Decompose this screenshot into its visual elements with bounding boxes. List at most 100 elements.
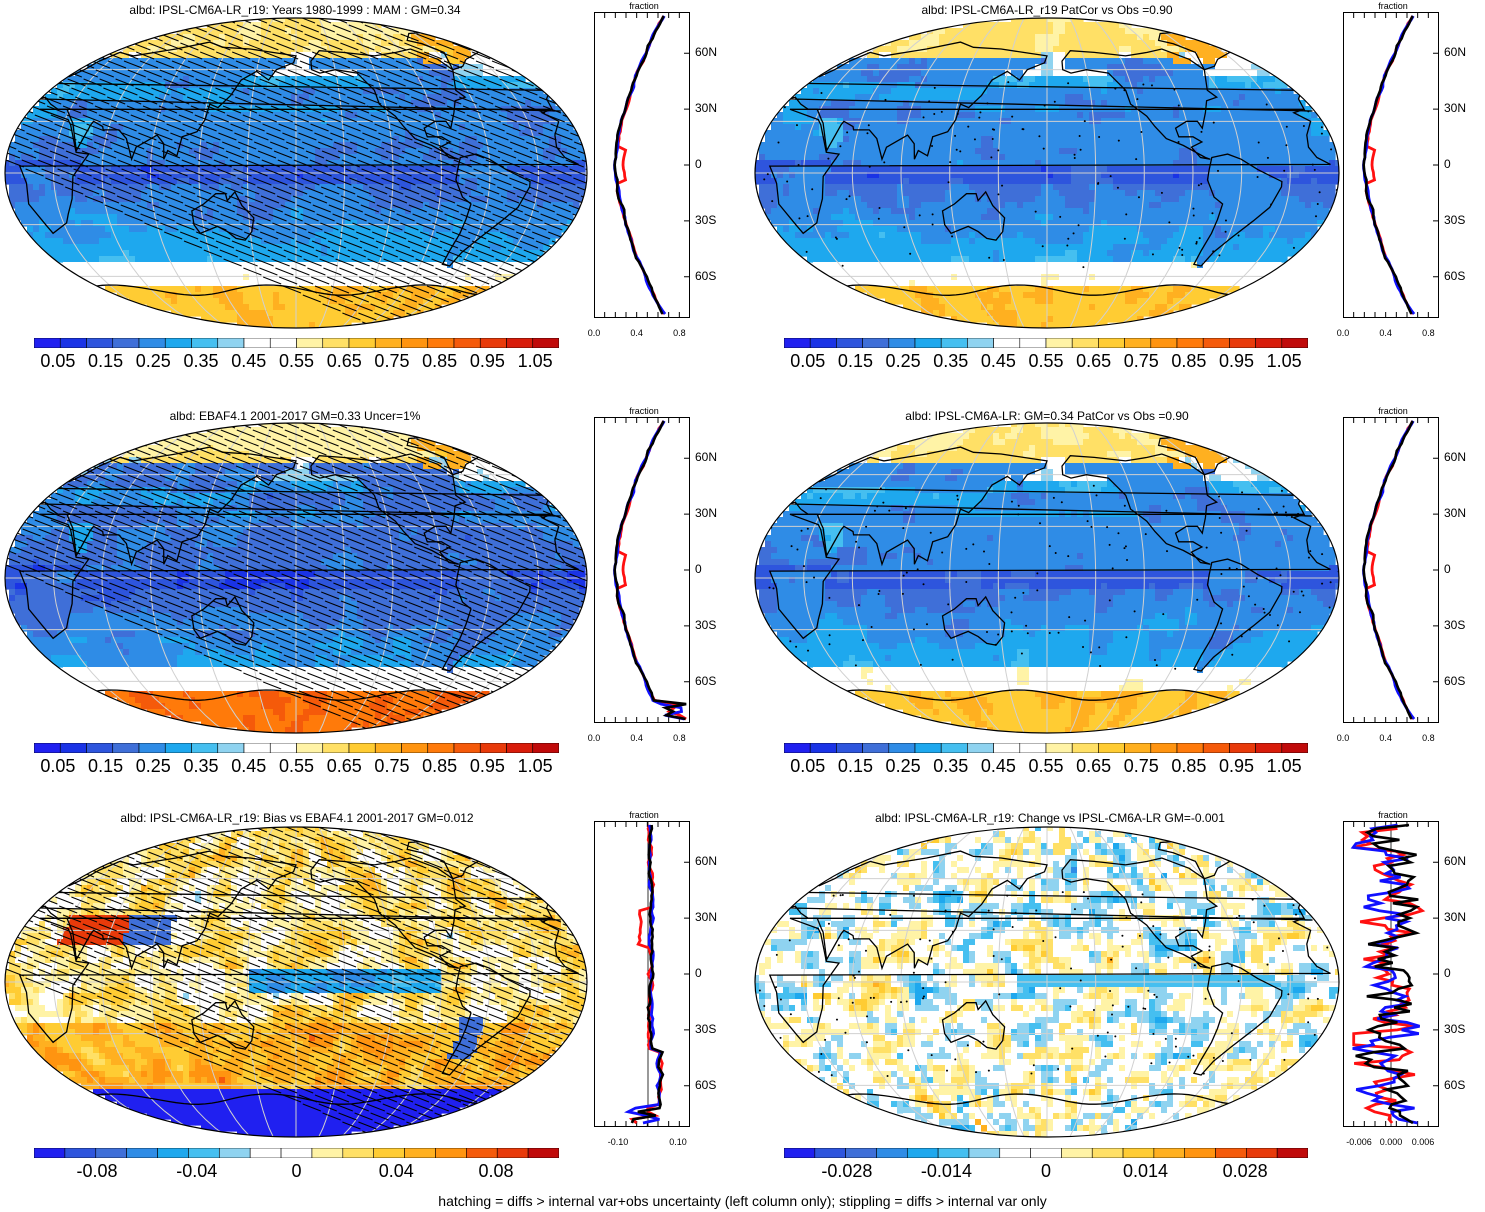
latitude-tick-label: 60S <box>1444 674 1465 688</box>
colorbar-swatch <box>506 338 534 348</box>
colorbar-swatch <box>1276 1148 1308 1158</box>
colorbar-swatch <box>814 1148 846 1158</box>
field-shading <box>755 827 1339 1137</box>
latitude-tick-label: 0 <box>1444 562 1451 576</box>
colorbar-swatch <box>427 338 455 348</box>
global-map <box>4 17 588 329</box>
colorbar-swatch <box>59 743 87 753</box>
latitude-tick-label: 0 <box>1444 157 1451 171</box>
colorbar-swatch <box>1281 743 1308 753</box>
colorbar-swatch <box>342 1148 375 1158</box>
global-map <box>4 826 588 1138</box>
colorbar-swatch <box>836 743 863 753</box>
colorbar-swatch <box>532 338 559 348</box>
significance-stippling <box>762 484 1339 672</box>
profile-x-tick-label: 0.8 <box>673 733 686 743</box>
colorbar-label: 0.55 <box>1028 351 1063 372</box>
latitude-tick-label: 30S <box>1444 1022 1465 1036</box>
colorbar-label: 0.45 <box>231 756 266 777</box>
profile-line-red <box>1352 824 1426 1124</box>
colorbar-swatch <box>906 1148 939 1158</box>
colorbar-label: 0.75 <box>374 756 409 777</box>
latitude-tick-label: 60S <box>695 269 716 283</box>
latitude-tick-label: 0 <box>695 966 702 980</box>
colorbar-label: 0.55 <box>1028 756 1063 777</box>
colorbar-swatch <box>862 338 890 348</box>
latitude-tick-label: 30N <box>1444 101 1466 115</box>
colorbar-swatch <box>993 743 1021 753</box>
colorbar <box>784 338 1308 348</box>
colorbar-swatch <box>1098 338 1125 348</box>
colorbar-label: 0.75 <box>1124 756 1159 777</box>
colorbar <box>34 1148 559 1158</box>
colorbar-label: 0.15 <box>838 351 873 372</box>
profile-line-black <box>630 824 665 1124</box>
graticule <box>755 827 1339 1137</box>
latitude-tick-label: 30S <box>695 213 716 227</box>
colorbar-swatch <box>496 1148 529 1158</box>
latitude-tick-label: 60N <box>695 450 717 464</box>
global-map <box>754 422 1340 734</box>
profile-axis-label: fraction <box>1378 406 1408 416</box>
colorbar-swatch <box>373 1148 405 1158</box>
colorbar-swatch <box>34 1148 66 1158</box>
colorbar-swatch <box>1184 1148 1216 1158</box>
colorbar <box>784 1148 1308 1158</box>
colorbar-label: 0.95 <box>470 756 505 777</box>
latitude-tick-label: 30N <box>695 910 717 924</box>
colorbar-label: 0.25 <box>136 351 171 372</box>
latitude-tick-label: 0 <box>1444 966 1451 980</box>
colorbar-swatch <box>217 743 245 753</box>
latitude-tick-label: 60N <box>1444 45 1466 59</box>
colorbar-swatch <box>401 743 429 753</box>
colorbar-swatch <box>435 1148 467 1158</box>
colorbar-swatch <box>64 1148 97 1158</box>
colorbar-swatch <box>1255 338 1283 348</box>
colorbar-swatch <box>269 743 297 753</box>
zonal-mean-profile <box>594 417 690 723</box>
colorbar-swatch <box>322 743 350 753</box>
colorbar-swatch <box>940 743 968 753</box>
colorbar-swatch <box>836 338 863 348</box>
colorbar-label: 0.05 <box>790 351 825 372</box>
colorbar-swatch <box>86 338 114 348</box>
profile-x-tick-label: 0.0 <box>588 328 601 338</box>
colorbar-swatch <box>993 338 1021 348</box>
colorbar-swatch <box>862 743 890 753</box>
profile-axis-label: fraction <box>1378 810 1408 820</box>
colorbar-swatch <box>967 743 994 753</box>
colorbar-label: 0 <box>291 1161 301 1182</box>
latitude-tick-label: 30S <box>695 618 716 632</box>
colorbar-label: 0.85 <box>1171 756 1206 777</box>
colorbar-label: 0.85 <box>422 351 457 372</box>
colorbar-swatch <box>218 1148 251 1158</box>
colorbar-swatch <box>479 338 507 348</box>
colorbar-swatch <box>249 1148 282 1158</box>
colorbar-swatch <box>348 338 376 348</box>
colorbar-swatch <box>322 338 350 348</box>
colorbar-label: 0.05 <box>790 756 825 777</box>
colorbar-label: 0.85 <box>422 756 457 777</box>
colorbar-label: 0.45 <box>981 756 1016 777</box>
colorbar-swatch <box>967 338 994 348</box>
latitude-tick-label: 0 <box>695 157 702 171</box>
colorbar-swatch <box>34 338 61 348</box>
colorbar-swatch <box>1045 743 1073 753</box>
colorbar-swatch <box>1019 743 1047 753</box>
colorbar-swatch <box>112 338 140 348</box>
latitude-tick-label: 30N <box>1444 506 1466 520</box>
profile-x-tick-label: 0.4 <box>1379 733 1392 743</box>
colorbar-label: 0.05 <box>40 351 75 372</box>
colorbar-swatch <box>112 743 140 753</box>
latitude-tick-label: 30S <box>695 1022 716 1036</box>
profile-axis-label: fraction <box>629 1 659 11</box>
colorbar-swatch <box>506 743 534 753</box>
colorbar-label: 0.65 <box>327 756 362 777</box>
colorbar-swatch <box>427 743 455 753</box>
profile-x-tick-label: 0.4 <box>630 328 643 338</box>
colorbar-swatch <box>1091 1148 1124 1158</box>
colorbar-swatch <box>914 338 942 348</box>
colorbar-label: 0.95 <box>470 351 505 372</box>
colorbar-label: 0.65 <box>1076 756 1111 777</box>
colorbar-swatch <box>243 338 271 348</box>
